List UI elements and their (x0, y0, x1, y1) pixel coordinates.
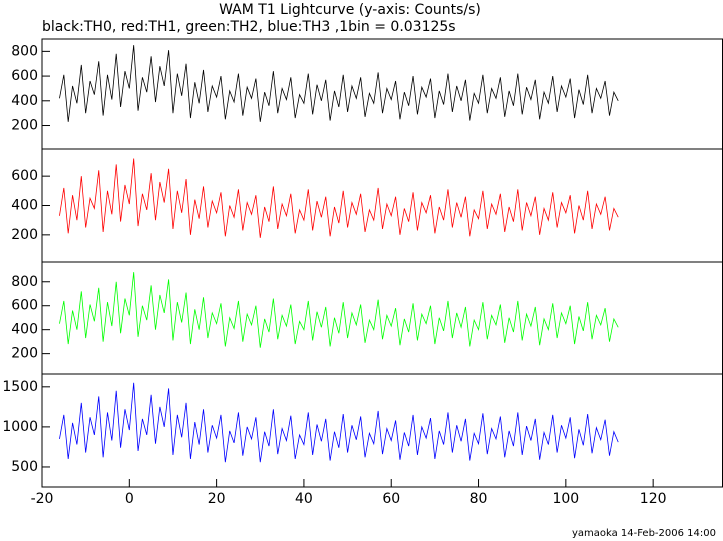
panel-frame (41, 148, 723, 263)
y-tick-label: 600 (11, 68, 38, 84)
x-tick-label: 0 (125, 491, 134, 507)
y-tick-label: 200 (11, 227, 38, 243)
x-tick-label: 80 (470, 491, 488, 507)
panel-frame (41, 261, 723, 375)
x-tick-label: 40 (295, 491, 313, 507)
y-tick-label: 400 (11, 322, 38, 338)
y-tick-label: 400 (11, 93, 38, 109)
x-tick-label: 60 (382, 491, 400, 507)
y-tick-label: 500 (11, 459, 38, 475)
chart-title: WAM T1 Lightcurve (y-axis: Counts/s) (219, 2, 481, 18)
chart-subtitle: black:TH0, red:TH1, green:TH2, blue:TH3 … (42, 19, 456, 35)
y-tick-label: 200 (11, 346, 38, 362)
y-tick-label: 800 (11, 43, 38, 59)
panel-frame (41, 38, 723, 150)
footer: yamaoka 14-Feb-2006 14:00 (572, 528, 716, 539)
lightcurve (59, 382, 619, 463)
panel-frame (41, 373, 723, 488)
x-tick-label: 20 (208, 491, 226, 507)
y-tick-label: 1500 (2, 379, 38, 395)
lightcurve (59, 272, 619, 348)
y-tick-label: 200 (11, 118, 38, 134)
x-tick-label: 100 (552, 491, 579, 507)
x-tick-label: 120 (640, 491, 667, 507)
x-tick-label: -20 (31, 491, 54, 507)
y-tick-label: 800 (11, 274, 38, 290)
lightcurve (59, 158, 619, 238)
y-tick-label: 600 (11, 168, 38, 184)
y-tick-label: 400 (11, 198, 38, 214)
lightcurve (59, 45, 619, 122)
y-tick-label: 600 (11, 298, 38, 314)
y-tick-label: 1000 (2, 419, 38, 435)
